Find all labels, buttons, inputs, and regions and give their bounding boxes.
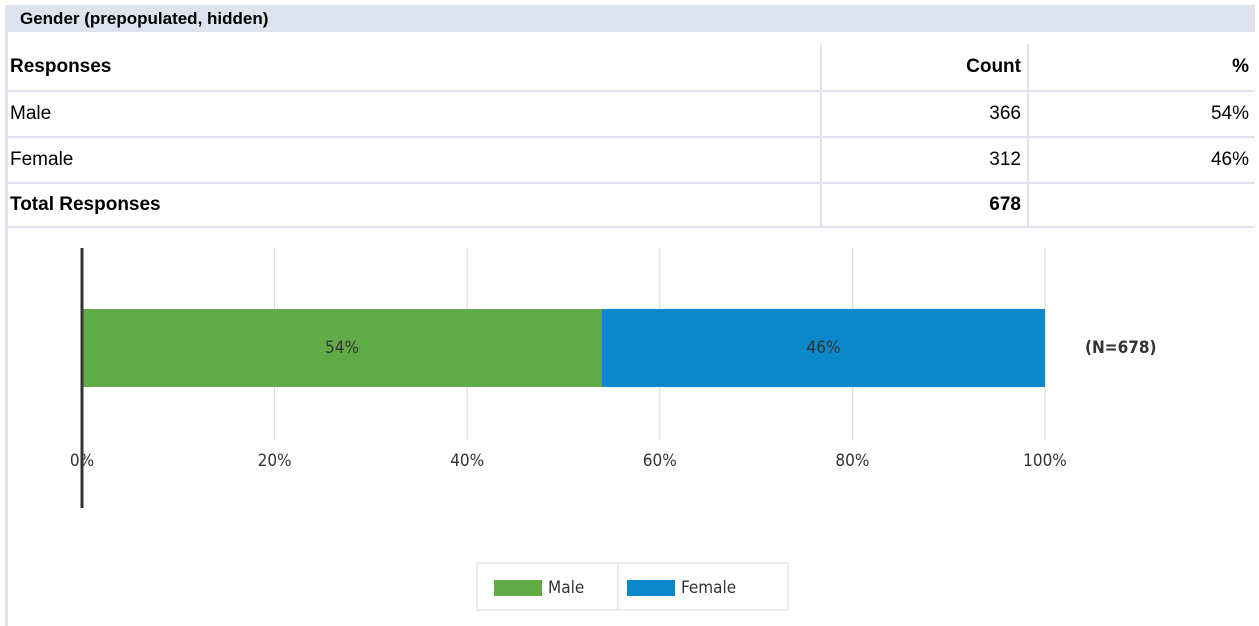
x-tick-label: 60%	[643, 451, 677, 471]
table-cell: 678	[989, 194, 1021, 215]
table-cell: Female	[10, 149, 74, 170]
header-cell: Count	[966, 56, 1021, 77]
x-tick-label: 40%	[450, 451, 484, 471]
data-label: 46%	[807, 338, 841, 358]
table-cell: 54%	[1210, 103, 1249, 124]
header-cell: %	[1232, 56, 1249, 77]
results-panel: Gender (prepopulated, hidden) Responses …	[5, 5, 1255, 626]
annotation: (N=678)	[1085, 338, 1157, 358]
header-cell: Responses	[10, 56, 112, 77]
bar-segment	[82, 309, 603, 387]
column-divider	[820, 44, 822, 228]
header-row	[8, 44, 1255, 92]
table-row	[8, 138, 1255, 184]
table-cell: 366	[989, 103, 1021, 124]
column-divider	[1027, 44, 1029, 228]
x-tick-label: 20%	[258, 451, 292, 471]
legend-swatch	[494, 580, 542, 596]
table-title: Gender (prepopulated, hidden)	[20, 8, 269, 28]
table-cell: 46%	[1210, 149, 1249, 170]
total-row	[8, 184, 1255, 228]
table-row	[8, 92, 1255, 138]
legend-label: Male	[548, 578, 584, 598]
x-tick-label: 100%	[1023, 451, 1067, 471]
bar-segment	[602, 309, 1045, 387]
table-cell: Total Responses	[10, 194, 161, 215]
legend-swatch	[627, 580, 675, 596]
x-tick-label: 80%	[835, 451, 869, 471]
title-row	[8, 5, 1255, 32]
table-cell: Male	[10, 103, 52, 124]
data-label: 54%	[325, 338, 359, 358]
table-cell: 312	[989, 149, 1021, 170]
legend-label: Female	[681, 578, 736, 598]
